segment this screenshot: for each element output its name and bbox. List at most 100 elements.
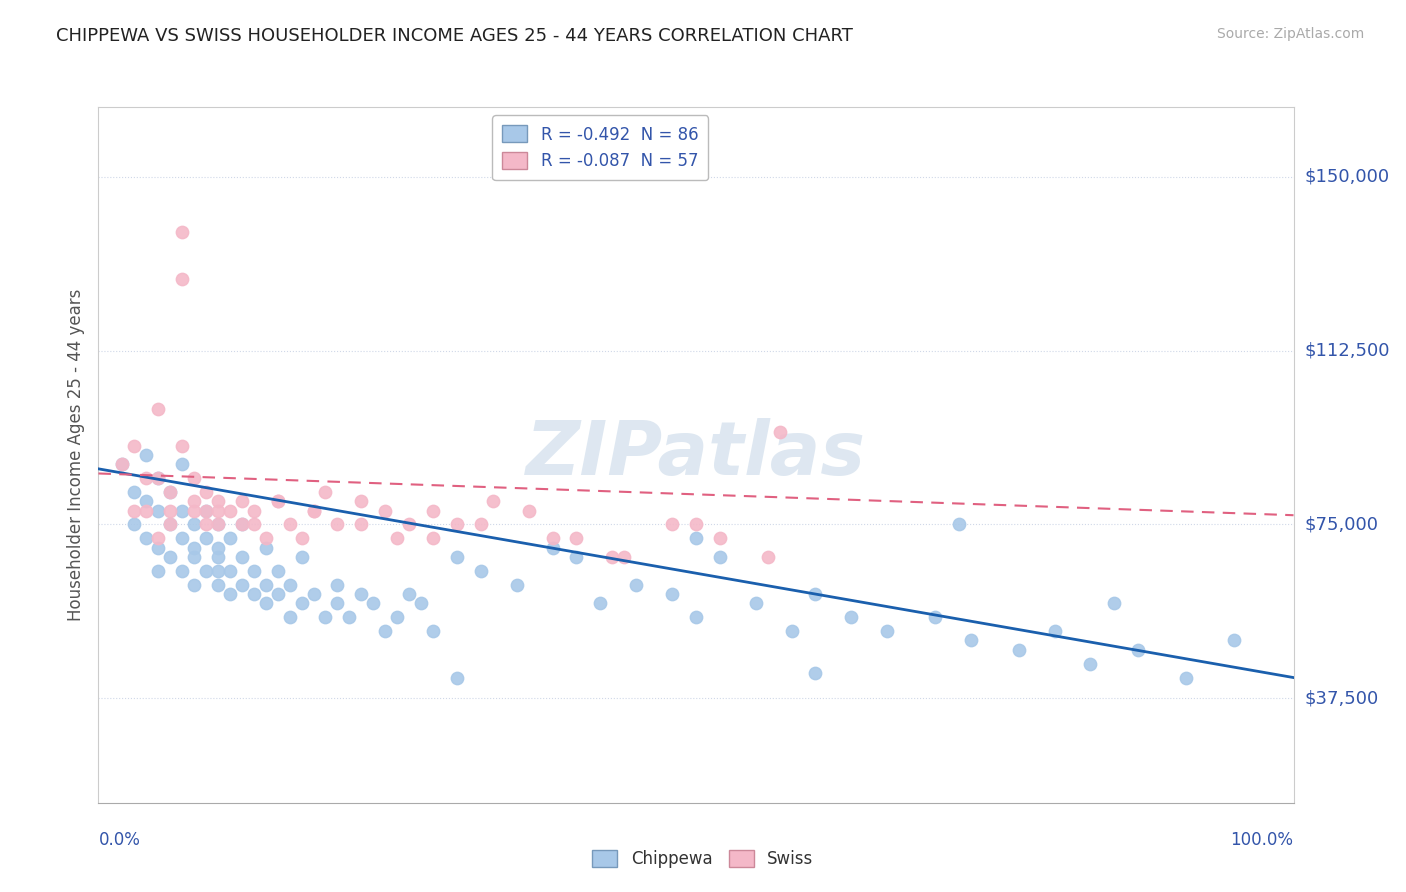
Point	[135, 494, 157, 508]
Point	[172, 503, 194, 517]
Point	[148, 471, 170, 485]
Point	[685, 532, 707, 546]
Point	[768, 425, 790, 439]
Point	[194, 503, 217, 517]
Point	[267, 494, 290, 508]
Point	[1102, 596, 1125, 610]
Point	[613, 549, 636, 564]
Point	[589, 596, 612, 610]
Point	[278, 578, 301, 592]
Point	[159, 517, 181, 532]
Point	[446, 549, 468, 564]
Point	[685, 610, 707, 624]
Text: CHIPPEWA VS SWISS HOUSEHOLDER INCOME AGES 25 - 44 YEARS CORRELATION CHART: CHIPPEWA VS SWISS HOUSEHOLDER INCOME AGE…	[56, 27, 853, 45]
Point	[183, 578, 205, 592]
Point	[231, 549, 253, 564]
Point	[661, 587, 683, 601]
Point	[506, 578, 529, 592]
Point	[207, 517, 229, 532]
Point	[1128, 642, 1150, 657]
Text: $37,500: $37,500	[1305, 690, 1379, 707]
Point	[183, 517, 205, 532]
Point	[159, 517, 181, 532]
Point	[135, 532, 157, 546]
Point	[709, 549, 731, 564]
Point	[172, 271, 194, 285]
Point	[290, 596, 312, 610]
Point	[124, 517, 146, 532]
Point	[254, 541, 277, 555]
Point	[315, 485, 337, 500]
Text: $112,500: $112,500	[1305, 342, 1391, 359]
Point	[172, 439, 194, 453]
Point	[254, 578, 277, 592]
Point	[172, 225, 194, 239]
Point	[398, 517, 420, 532]
Point	[159, 549, 181, 564]
Text: Source: ZipAtlas.com: Source: ZipAtlas.com	[1216, 27, 1364, 41]
Point	[243, 503, 266, 517]
Point	[207, 549, 229, 564]
Point	[267, 564, 290, 578]
Point	[159, 485, 181, 500]
Point	[159, 503, 181, 517]
Point	[194, 517, 217, 532]
Text: 100.0%: 100.0%	[1230, 830, 1294, 848]
Point	[231, 517, 253, 532]
Point	[350, 587, 373, 601]
Point	[111, 457, 134, 471]
Point	[302, 503, 325, 517]
Point	[315, 610, 337, 624]
Point	[780, 624, 803, 639]
Point	[839, 610, 862, 624]
Point	[600, 549, 623, 564]
Point	[135, 448, 157, 462]
Point	[1007, 642, 1029, 657]
Point	[446, 671, 468, 685]
Point	[924, 610, 946, 624]
Point	[541, 541, 564, 555]
Point	[111, 457, 134, 471]
Point	[411, 596, 433, 610]
Point	[290, 549, 312, 564]
Point	[135, 471, 157, 485]
Y-axis label: Householder Income Ages 25 - 44 years: Householder Income Ages 25 - 44 years	[66, 289, 84, 621]
Point	[243, 517, 266, 532]
Point	[207, 578, 229, 592]
Point	[326, 517, 349, 532]
Point	[302, 503, 325, 517]
Point	[183, 471, 205, 485]
Point	[194, 564, 217, 578]
Point	[565, 532, 588, 546]
Point	[207, 517, 229, 532]
Point	[661, 517, 683, 532]
Point	[326, 596, 349, 610]
Point	[517, 503, 540, 517]
Point	[172, 457, 194, 471]
Point	[804, 587, 827, 601]
Point	[481, 494, 505, 508]
Point	[398, 587, 420, 601]
Point	[124, 503, 146, 517]
Point	[172, 532, 194, 546]
Point	[470, 564, 492, 578]
Legend: Chippewa, Swiss: Chippewa, Swiss	[586, 843, 820, 875]
Point	[207, 564, 229, 578]
Point	[745, 596, 768, 610]
Point	[565, 549, 588, 564]
Point	[183, 494, 205, 508]
Point	[337, 610, 360, 624]
Point	[207, 541, 229, 555]
Point	[183, 503, 205, 517]
Point	[422, 624, 444, 639]
Point	[219, 587, 242, 601]
Text: $75,000: $75,000	[1305, 516, 1379, 533]
Point	[756, 549, 779, 564]
Point	[231, 578, 253, 592]
Point	[446, 517, 468, 532]
Point	[350, 494, 373, 508]
Point	[290, 532, 312, 546]
Legend: R = -0.492  N = 86, R = -0.087  N = 57: R = -0.492 N = 86, R = -0.087 N = 57	[492, 115, 709, 180]
Point	[243, 587, 266, 601]
Point	[422, 532, 444, 546]
